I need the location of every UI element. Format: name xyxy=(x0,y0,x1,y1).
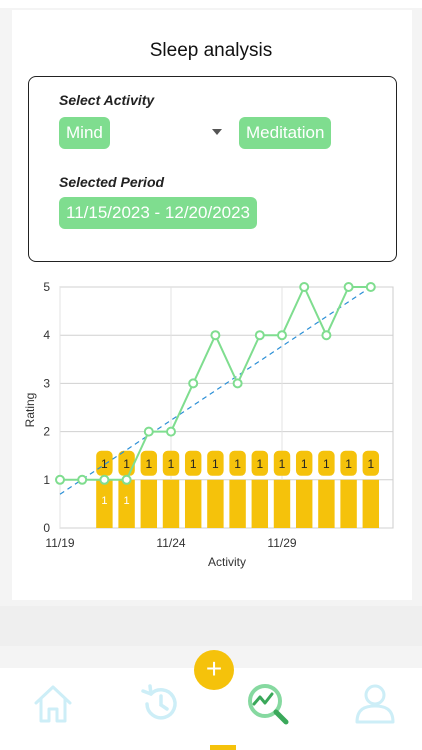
period-label: Selected Period xyxy=(59,174,165,190)
bar-data-label-bg xyxy=(96,450,113,476)
bar xyxy=(184,479,202,528)
data-point xyxy=(99,474,110,485)
data-point xyxy=(166,426,176,437)
bar xyxy=(295,479,313,528)
rating-chart: 1 1 1 1 1 1 1 1 1 1 1 1 1 1 1 0 1 2 3 4 5 11/19 11/24 11/29 Ac… xyxy=(23,280,394,569)
data-point xyxy=(277,330,287,341)
bar-data-label: 1 xyxy=(145,457,152,471)
chart-axes: 0 1 2 3 4 5 11/19 11/24 11/29 xyxy=(43,280,297,550)
data-point xyxy=(55,474,65,485)
activity-label: Select Activity xyxy=(59,92,155,108)
filter-panel xyxy=(28,76,397,262)
y-tick-label: 1 xyxy=(43,473,50,487)
x-tick-label: 11/19 xyxy=(45,536,74,550)
bar xyxy=(118,479,135,528)
bar-data-label: 1 xyxy=(123,457,130,471)
data-point xyxy=(254,330,265,341)
bar-inner-label: 1 xyxy=(124,495,130,507)
x-tick-label: 11/24 xyxy=(156,536,185,550)
x-tick-label: 11/29 xyxy=(267,536,296,550)
activity-category-chip[interactable]: Mind xyxy=(59,117,110,149)
bar xyxy=(362,479,380,528)
bar-data-label-bg xyxy=(207,450,224,476)
y-tick-label: 3 xyxy=(43,376,50,390)
rating-line xyxy=(55,282,376,485)
bar-data-label-bg xyxy=(318,450,335,476)
bar-data-label: 1 xyxy=(256,457,263,471)
bar-data-label: 1 xyxy=(190,457,197,471)
bar-data-label: 1 xyxy=(367,457,374,471)
analysis-icon[interactable] xyxy=(245,682,291,728)
data-point xyxy=(77,474,88,485)
status-strip xyxy=(0,0,422,8)
bar xyxy=(273,479,291,528)
history-icon[interactable] xyxy=(138,682,182,726)
y-tick-label: 2 xyxy=(43,425,50,439)
activity-value-chip[interactable]: Meditation xyxy=(239,117,332,149)
bar-data-label-bg xyxy=(295,450,313,476)
profile-icon[interactable] xyxy=(354,682,396,726)
bar-data-label-bg xyxy=(229,450,246,476)
bar xyxy=(140,479,158,528)
data-point xyxy=(365,282,376,292)
bar xyxy=(318,479,335,528)
data-point xyxy=(299,282,310,292)
page-title: Sleep analysis xyxy=(149,40,273,61)
data-point xyxy=(188,378,199,389)
x-axis-label: Activity xyxy=(208,555,246,569)
bar-data-label-bg xyxy=(162,450,180,476)
bar xyxy=(340,479,357,528)
bar xyxy=(251,479,269,528)
activity-bars: 1 1 1 1 1 1 1 1 1 1 1 1 1 1 1 xyxy=(96,450,380,528)
bar-data-label-bg xyxy=(140,450,158,476)
bar-data-label: 1 xyxy=(345,457,352,471)
bar-data-label: 1 xyxy=(101,457,108,471)
bar-data-label: 1 xyxy=(301,457,308,471)
bar-data-label: 1 xyxy=(279,457,286,471)
data-point xyxy=(121,474,132,485)
bar-data-label-bg xyxy=(362,450,380,476)
data-point xyxy=(343,282,354,292)
y-axis-label: Rating xyxy=(23,393,37,428)
bottom-spacer xyxy=(0,606,422,646)
bar-data-label-bg xyxy=(340,450,357,476)
bar-data-label: 1 xyxy=(168,457,175,471)
bar xyxy=(207,479,224,528)
chevron-down-icon[interactable] xyxy=(212,129,222,135)
y-tick-label: 0 xyxy=(43,521,50,535)
data-point xyxy=(321,330,332,341)
y-tick-label: 4 xyxy=(43,328,50,342)
bar xyxy=(229,479,246,528)
bar-data-label-bg xyxy=(273,450,291,476)
data-point xyxy=(143,426,154,437)
bar-data-label-bg xyxy=(184,450,202,476)
bar-data-label: 1 xyxy=(212,457,219,471)
add-button[interactable]: + xyxy=(194,650,234,690)
bar xyxy=(96,479,113,528)
bar-data-label-bg xyxy=(251,450,269,476)
y-tick-label: 5 xyxy=(43,280,50,294)
home-icon[interactable] xyxy=(32,683,74,725)
bar-data-label: 1 xyxy=(323,457,330,471)
home-indicator xyxy=(210,745,236,750)
bar-inner-label: 1 xyxy=(101,495,107,507)
bar xyxy=(162,479,180,528)
period-chip[interactable]: 11/15/2023 - 12/20/2023 xyxy=(59,197,258,229)
data-point xyxy=(232,378,243,389)
data-point xyxy=(210,330,221,341)
bar-data-label: 1 xyxy=(234,457,241,471)
